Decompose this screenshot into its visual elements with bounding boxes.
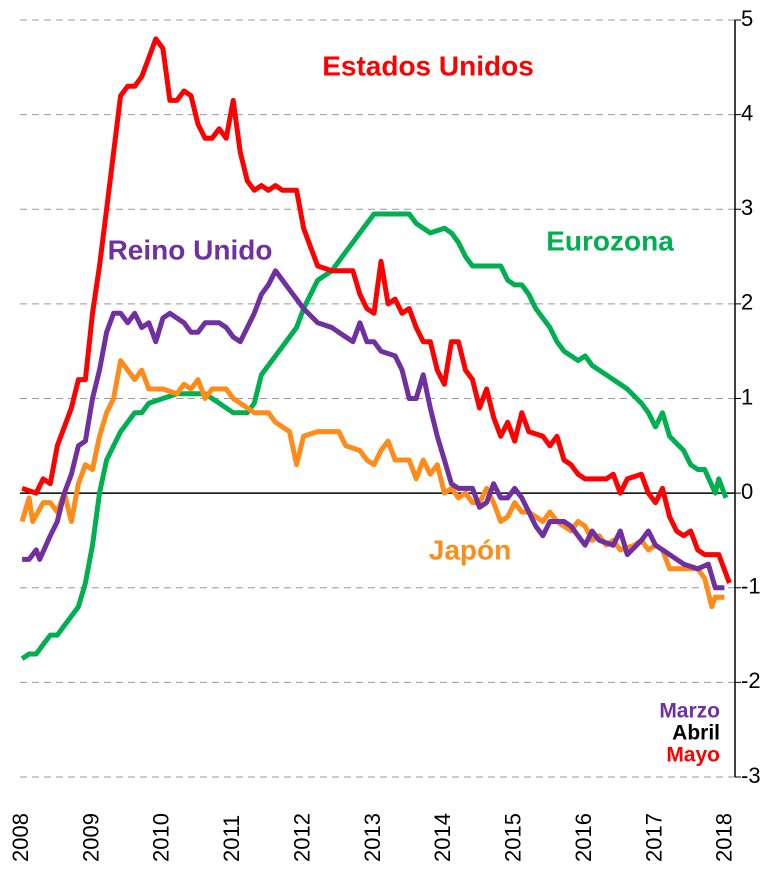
x-tick-label: 2016 xyxy=(571,813,596,862)
y-tick-label: -1 xyxy=(741,574,761,599)
series-line xyxy=(22,268,725,591)
x-tick-label: 2015 xyxy=(501,813,526,862)
y-tick-label: -3 xyxy=(741,763,761,788)
series-label: Estados Unidos xyxy=(322,50,534,81)
y-tick-label: 2 xyxy=(741,290,753,315)
series-label: Reino Unido xyxy=(108,234,273,265)
x-tick-label: 2014 xyxy=(430,813,455,862)
x-tick-label: 2009 xyxy=(78,813,103,862)
x-tick-label: 2017 xyxy=(641,813,666,862)
x-tick-label: 2008 xyxy=(8,813,33,862)
y-tick-label: 5 xyxy=(741,6,753,31)
legend-note: Abril xyxy=(672,722,720,745)
series-label: Japón xyxy=(429,534,511,565)
legend-note: Mayo xyxy=(666,744,720,767)
x-tick-label: 2012 xyxy=(289,813,314,862)
x-tick-label: 2011 xyxy=(219,815,244,862)
y-tick-label: 3 xyxy=(741,195,753,220)
x-tick-label: 2013 xyxy=(360,813,385,862)
y-tick-label: 4 xyxy=(741,100,753,125)
series-line xyxy=(21,36,732,584)
x-tick-label: 2018 xyxy=(712,813,737,862)
y-tick-label: 1 xyxy=(741,384,753,409)
y-tick-label: -2 xyxy=(741,668,761,693)
series-line xyxy=(20,211,729,661)
legend-note: Marzo xyxy=(659,700,720,723)
y-tick-label: 0 xyxy=(741,479,753,504)
x-tick-label: 2010 xyxy=(149,813,174,862)
series-label: Eurozona xyxy=(546,225,674,256)
